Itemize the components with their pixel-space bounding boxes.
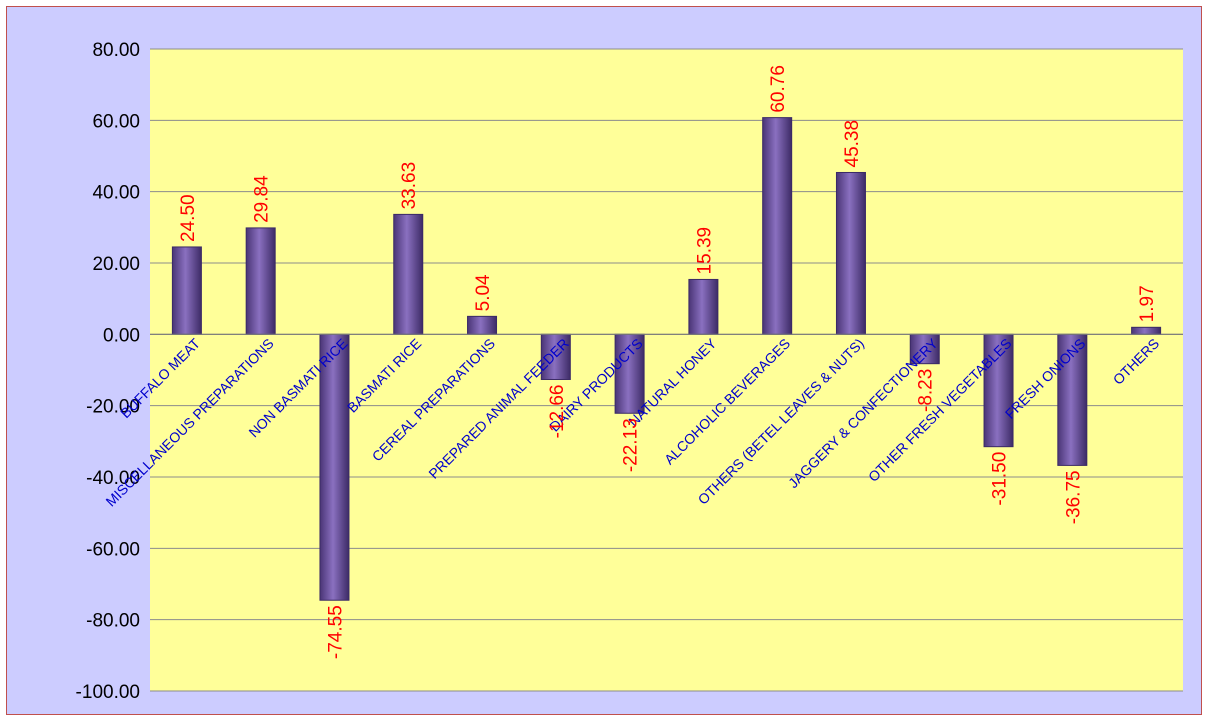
data-label: 33.63 [399, 162, 420, 210]
data-label: 24.50 [178, 194, 199, 242]
y-tick-label: -40.00 [86, 468, 140, 489]
y-tick-label: 60.00 [92, 111, 140, 132]
bars [171, 117, 1162, 601]
chart-frame: 80.00 60.00 40.00 20.00 0.00 -20.00 -40.00 -60.… [6, 6, 1202, 715]
data-label: 5.04 [473, 274, 494, 311]
data-label: -31.50 [990, 452, 1011, 506]
y-tick-label: 0.00 [103, 325, 140, 346]
data-labels: 24.50 29.84 -74.55 33.63 5.04 -12.66 -22.13 15.… [178, 65, 1158, 659]
data-label: -12.66 [547, 384, 568, 438]
bar [540, 333, 571, 380]
data-label: -22.13 [621, 418, 642, 472]
bar [835, 171, 866, 335]
y-tick-label: -20.00 [86, 397, 140, 418]
data-label: -74.55 [325, 605, 346, 659]
y-tick-label: 40.00 [92, 183, 140, 204]
bar [1131, 326, 1162, 335]
bar [393, 213, 424, 335]
bar [762, 117, 793, 335]
data-label: -8.23 [916, 369, 937, 412]
y-tick-label: -80.00 [86, 611, 140, 632]
bar-chart: 80.00 60.00 40.00 20.00 0.00 -20.00 -40.00 -60.… [76, 40, 1183, 703]
bar [467, 315, 498, 335]
bar [909, 333, 940, 365]
y-tick-label: -100.00 [76, 682, 140, 703]
bar [319, 333, 350, 601]
data-label: 1.97 [1137, 285, 1158, 322]
bar [245, 227, 276, 335]
data-label: 60.76 [768, 65, 789, 113]
bar [688, 278, 719, 335]
y-tick-label: 80.00 [92, 40, 140, 61]
data-label: 15.39 [694, 227, 715, 275]
bar [1057, 333, 1088, 466]
data-label: 45.38 [842, 120, 863, 168]
bar [171, 246, 202, 335]
y-tick-label: 20.00 [92, 254, 140, 275]
bar [614, 333, 645, 414]
y-tick-label: -60.00 [86, 539, 140, 560]
y-axis-ticks: 80.00 60.00 40.00 20.00 0.00 -20.00 -40.00 -60.… [76, 40, 140, 703]
data-label: -36.75 [1063, 470, 1084, 524]
data-label: 29.84 [252, 175, 273, 223]
